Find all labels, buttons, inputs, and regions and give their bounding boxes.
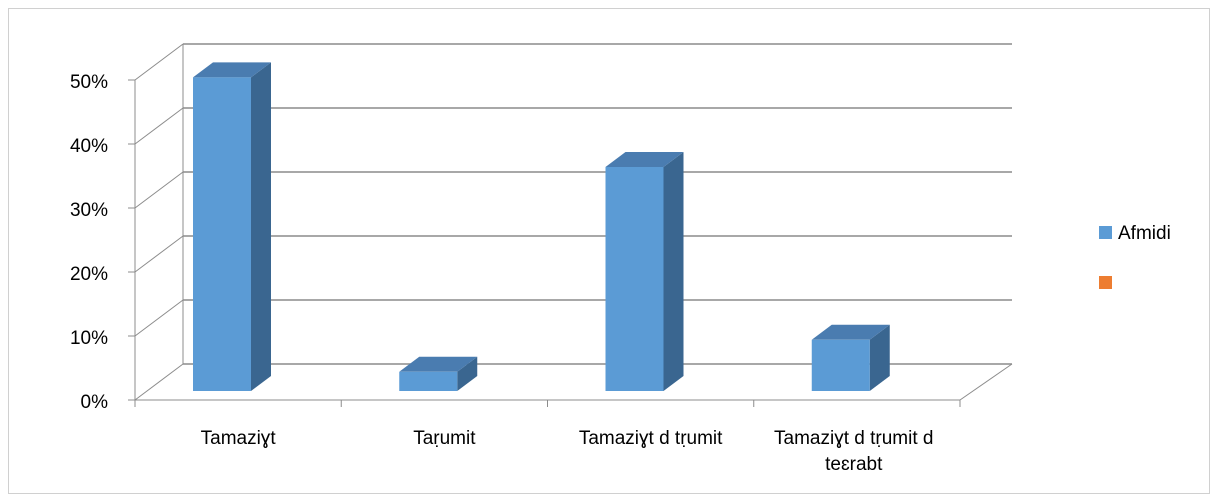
floor-right-edge (959, 363, 1013, 401)
bar-top (193, 62, 271, 78)
bar (193, 77, 251, 392)
y-tick-label: 0% (81, 392, 109, 413)
legend-label: Afmidi (1118, 223, 1171, 244)
y-tick-label: 50% (70, 72, 108, 93)
y-tick-label: 10% (70, 328, 108, 349)
bar-top (399, 356, 478, 372)
grid-line-side (134, 43, 184, 81)
grid-line-side (134, 363, 184, 401)
x-tick-label: Tamaziɣt d tṛumit (578, 428, 723, 449)
bar-side (251, 62, 271, 392)
x-tick-label: Tamaziɣt d tṛumit d teɛrabt (774, 428, 934, 475)
bar (605, 167, 664, 391)
grid-line-side (134, 171, 184, 209)
y-tick-label: 30% (70, 200, 108, 221)
grid-line-side (134, 299, 184, 337)
bar-top (811, 324, 890, 340)
bar-top (605, 152, 684, 167)
grid-line-side (134, 107, 184, 145)
legend-swatch (1099, 226, 1112, 239)
x-tick-label: Taṛumit (413, 428, 476, 449)
bar-side (869, 324, 890, 391)
grid-line-side (134, 235, 184, 273)
y-tick-label: 40% (70, 136, 108, 157)
bar (811, 339, 870, 391)
bar-side (663, 152, 684, 391)
legend-swatch (1099, 276, 1112, 289)
bar-side (457, 356, 478, 391)
y-tick-label: 20% (70, 264, 108, 285)
bar (399, 371, 458, 391)
x-tick-label: Tamaziɣt (200, 428, 276, 449)
